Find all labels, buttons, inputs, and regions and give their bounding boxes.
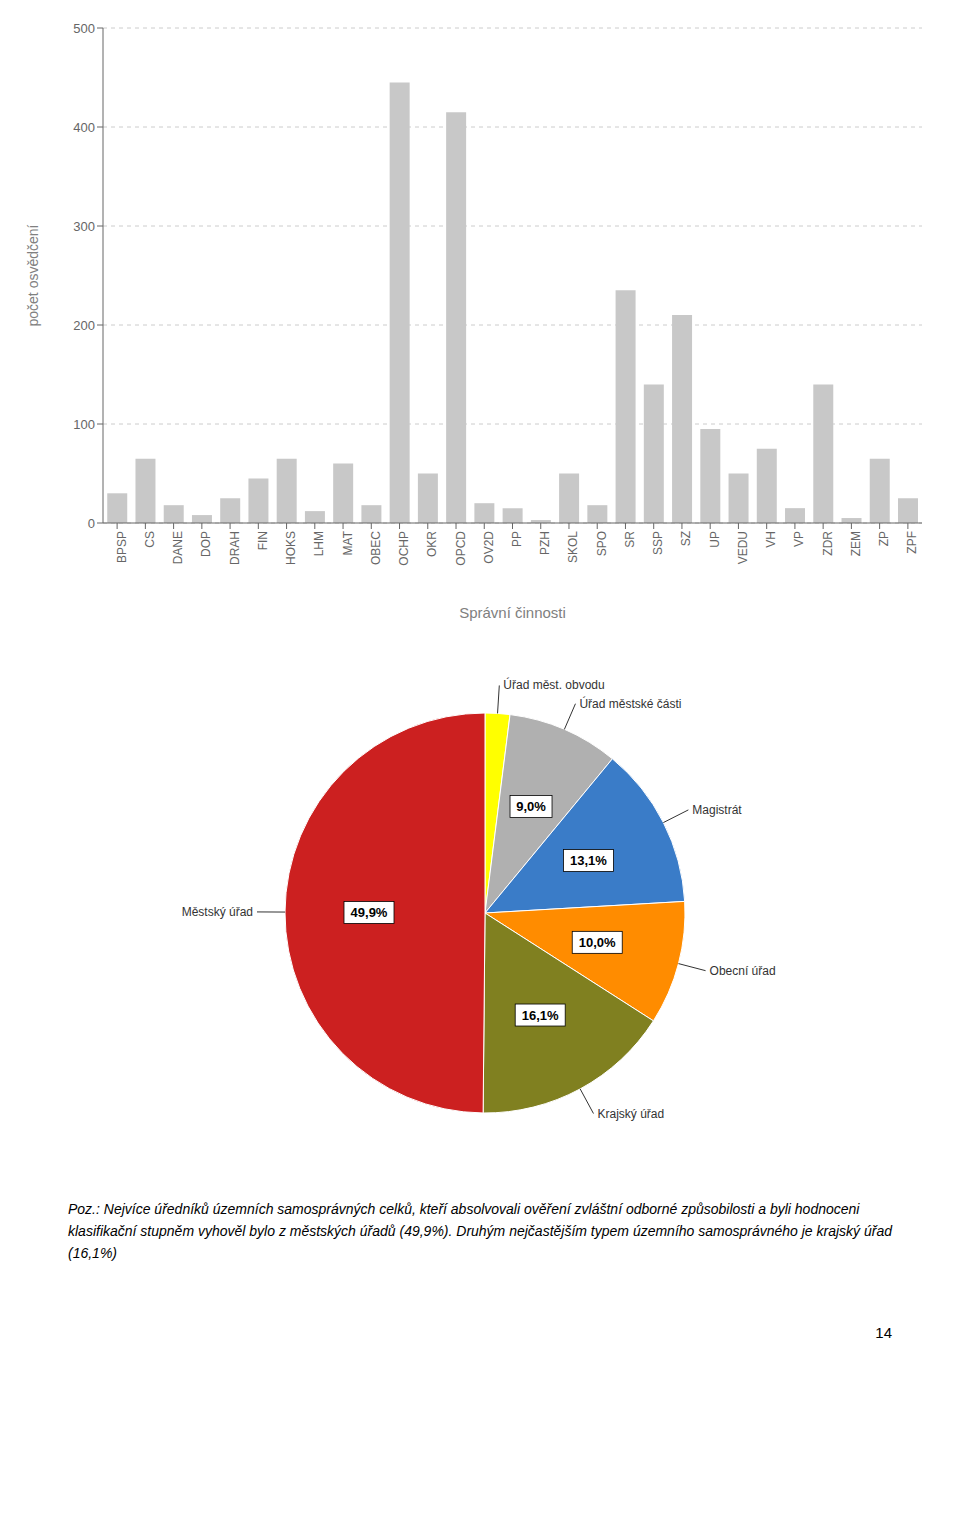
svg-text:SSP: SSP [651, 531, 665, 555]
svg-text:SZ: SZ [679, 531, 693, 546]
svg-text:ZP: ZP [877, 531, 891, 546]
svg-text:OKR: OKR [425, 531, 439, 557]
svg-text:10,0%: 10,0% [579, 935, 616, 950]
svg-text:ZEM: ZEM [849, 531, 863, 556]
svg-text:200: 200 [73, 318, 95, 333]
svg-text:BPSP: BPSP [115, 531, 129, 563]
svg-text:počet osvědčení: počet osvědčení [25, 224, 41, 326]
svg-text:UP: UP [708, 531, 722, 548]
svg-text:SPO: SPO [595, 531, 609, 556]
svg-text:9,0%: 9,0% [516, 799, 546, 814]
svg-text:Obecní úřad: Obecní úřad [710, 964, 776, 978]
svg-text:MAT: MAT [341, 530, 355, 555]
svg-text:PZH: PZH [538, 531, 552, 555]
svg-text:ZDR: ZDR [821, 531, 835, 556]
svg-text:VP: VP [792, 531, 806, 547]
svg-text:ZPF: ZPF [905, 531, 919, 554]
svg-text:Správní činnosti: Správní činnosti [459, 604, 566, 621]
svg-text:CS: CS [143, 531, 157, 548]
svg-text:Úřad měst. obvodu: Úřad měst. obvodu [503, 677, 604, 692]
svg-text:300: 300 [73, 219, 95, 234]
svg-text:Úřad městské části: Úřad městské části [579, 696, 681, 711]
svg-text:HOKS: HOKS [284, 531, 298, 565]
svg-text:PP: PP [510, 531, 524, 547]
svg-text:DOP: DOP [199, 531, 213, 557]
html-text:Poz.: Nejvíce úředníků územníc: Poz.: Nejvíce úředníků územních samosprá… [68, 1201, 892, 1261]
svg-text:FIN: FIN [256, 531, 270, 550]
svg-text:Magistrát: Magistrát [692, 803, 742, 817]
svg-text:13,1%: 13,1% [570, 853, 607, 868]
svg-text:OBEC: OBEC [369, 531, 383, 565]
svg-text:Městský úřad: Městský úřad [182, 905, 253, 919]
svg-text:100: 100 [73, 417, 95, 432]
svg-text:DANE: DANE [171, 531, 185, 564]
svg-text:VEDU: VEDU [736, 531, 750, 564]
html-text:14: 14 [875, 1324, 892, 1341]
svg-text:500: 500 [73, 21, 95, 36]
svg-text:OCHP: OCHP [397, 531, 411, 566]
svg-text:LHM: LHM [312, 531, 326, 556]
svg-text:VH: VH [764, 531, 778, 548]
svg-text:DRAH: DRAH [228, 531, 242, 565]
svg-text:49,9%: 49,9% [351, 905, 388, 920]
svg-text:SR: SR [623, 531, 637, 548]
svg-text:OV2D: OV2D [482, 531, 496, 564]
svg-text:16,1%: 16,1% [522, 1008, 559, 1023]
svg-text:OPCD: OPCD [454, 531, 468, 566]
svg-text:Krajský úřad: Krajský úřad [597, 1107, 664, 1121]
svg-text:400: 400 [73, 120, 95, 135]
svg-text:SKOL: SKOL [567, 531, 581, 563]
svg-text:0: 0 [88, 516, 95, 531]
